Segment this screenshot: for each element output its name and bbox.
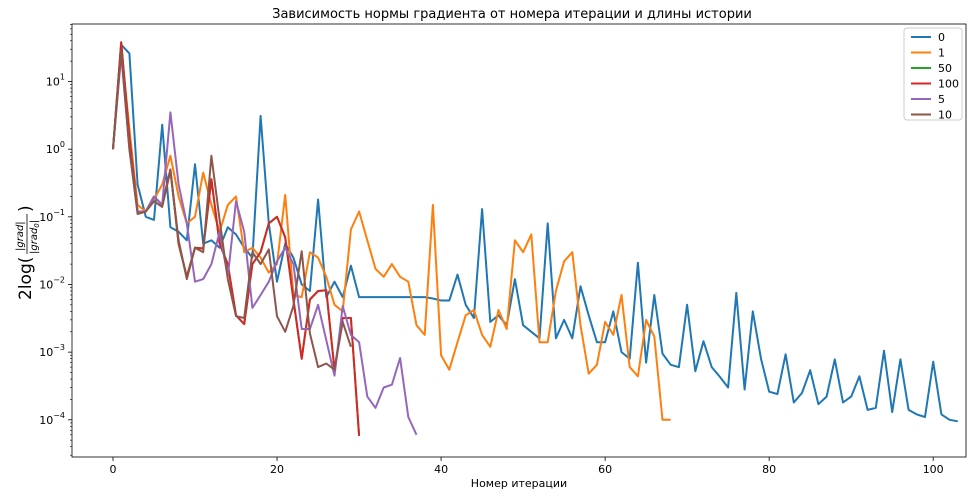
y-tick-label: 10−3 bbox=[39, 343, 65, 359]
y-axis-label: 2log( |grad| |grad0| ) bbox=[15, 205, 41, 300]
legend-label-5: 5 bbox=[938, 93, 945, 106]
y-axis: 10−4 10−3 10−2 10−1 100 101 bbox=[39, 24, 72, 456]
x-tick-label: 80 bbox=[762, 463, 776, 476]
y-tick-label: 10−2 bbox=[39, 275, 65, 291]
x-tick-label: 20 bbox=[270, 463, 284, 476]
legend: 0 1 50 100 5 10 bbox=[903, 27, 963, 122]
y-tick-label: 10−4 bbox=[39, 411, 65, 427]
x-tick-label: 0 bbox=[110, 463, 117, 476]
x-axis-label: Номер итерации bbox=[471, 477, 567, 490]
x-tick-label: 40 bbox=[434, 463, 448, 476]
legend-label-1: 1 bbox=[938, 47, 945, 60]
y-axis-label-suffix: ) bbox=[16, 205, 36, 212]
x-axis: 0 20 40 60 80 100 bbox=[110, 457, 944, 476]
y-tick-label: 101 bbox=[46, 73, 65, 89]
legend-label-100: 100 bbox=[938, 78, 959, 91]
chart-title: Зависимость нормы градиента от номера ит… bbox=[272, 7, 752, 22]
legend-label-0: 0 bbox=[938, 31, 945, 44]
y-axis-label-prefix: 2log( bbox=[16, 257, 36, 300]
legend-label-50: 50 bbox=[938, 62, 952, 75]
series-line-0 bbox=[112, 43, 958, 423]
series-line-1 bbox=[112, 45, 671, 421]
x-tick-label: 60 bbox=[598, 463, 612, 476]
legend-label-10: 10 bbox=[938, 109, 952, 122]
x-tick-label: 100 bbox=[923, 463, 944, 476]
y-tick-label: 10−1 bbox=[39, 208, 65, 224]
series-line-10 bbox=[112, 50, 352, 371]
y-axis-label-numerator: |grad| bbox=[15, 221, 26, 251]
legend-frame bbox=[903, 27, 963, 121]
y-tick-label: 100 bbox=[46, 140, 65, 156]
plot-frame bbox=[71, 23, 967, 458]
y-axis-label-denominator: |grad0| bbox=[29, 220, 41, 254]
series-line-5 bbox=[112, 53, 418, 436]
plot-series bbox=[112, 41, 958, 436]
